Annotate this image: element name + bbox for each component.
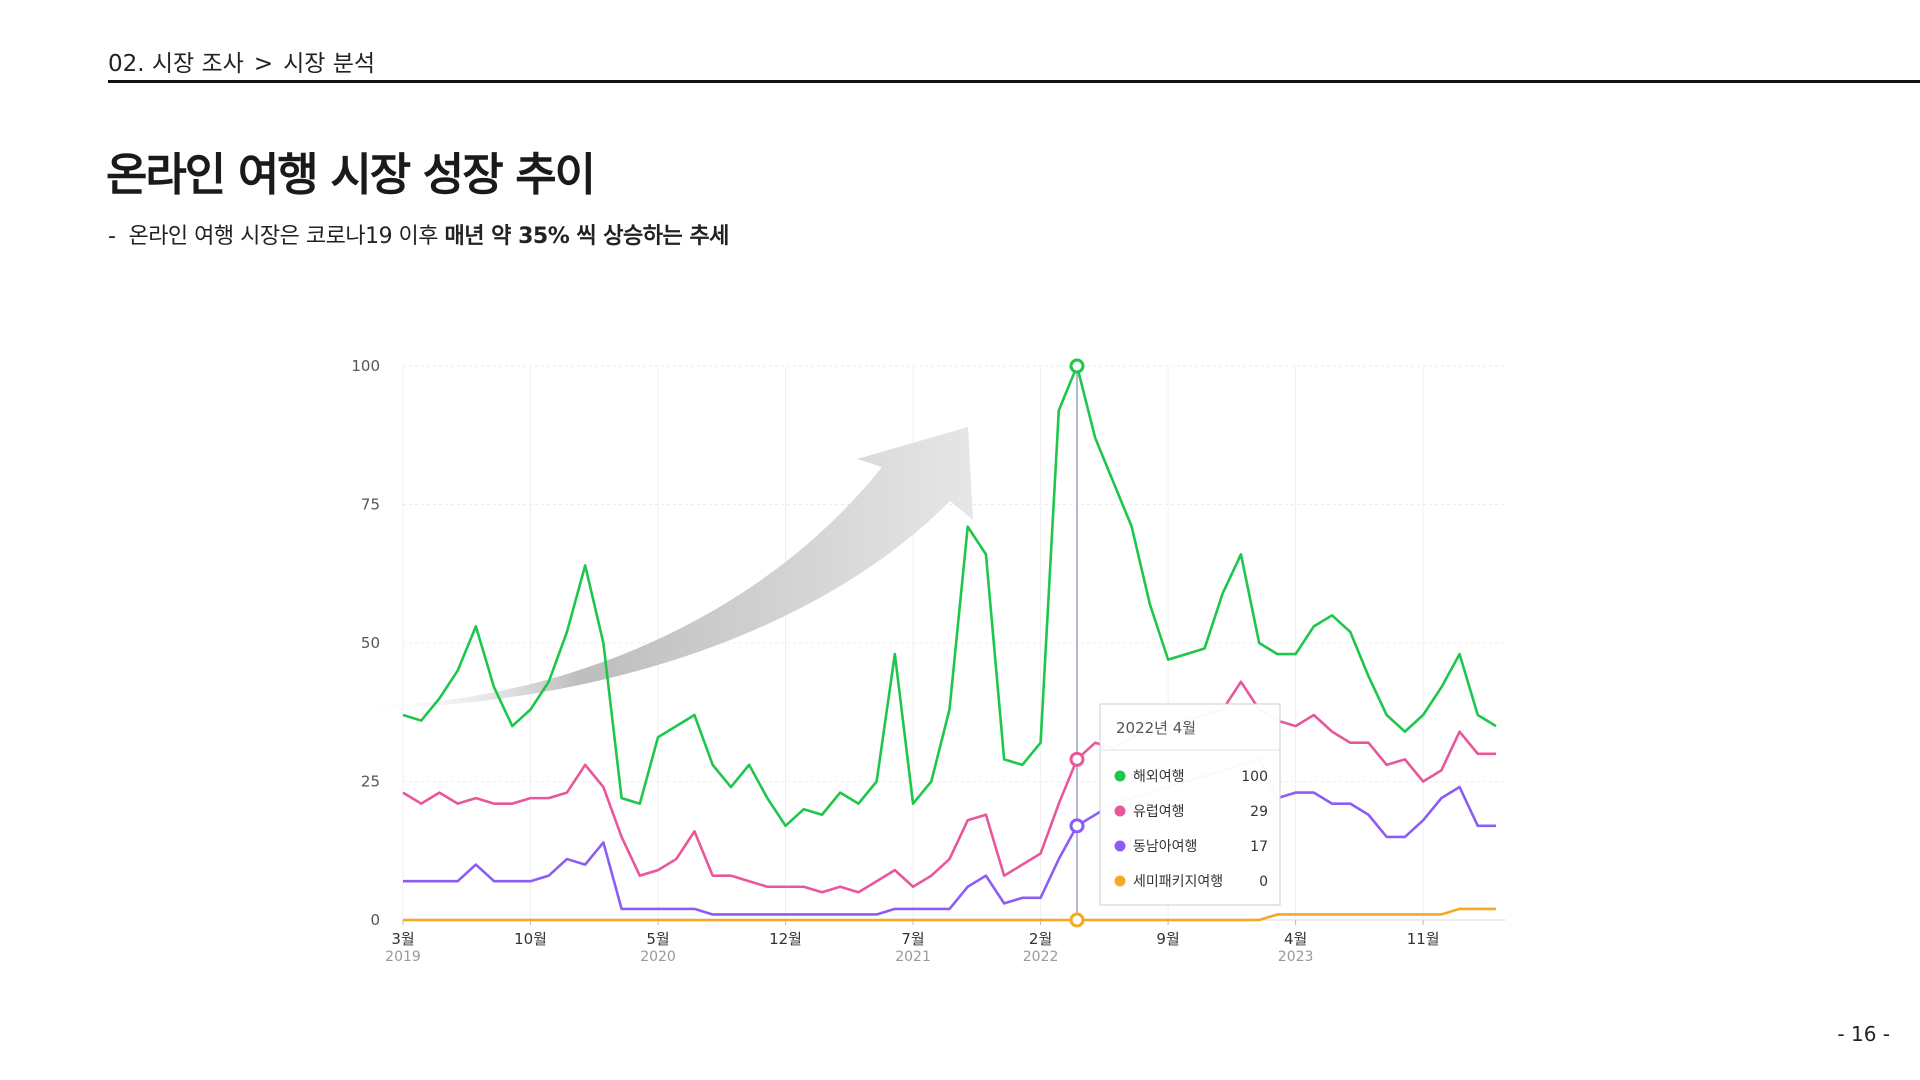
tooltip (1099, 703, 1281, 906)
x-tick-label: 9월 (1156, 930, 1179, 948)
x-tick-year: 2019 (385, 949, 421, 965)
tooltip-value: 17 (1250, 839, 1268, 855)
tooltip-name: 동남아여행 (1133, 839, 1197, 855)
series-line (403, 907, 1496, 922)
x-tick-label: 4월 (1284, 930, 1307, 948)
y-tick-label: 75 (361, 496, 380, 514)
header-rule (108, 80, 1920, 83)
x-tick-year: 2023 (1278, 949, 1314, 965)
x-tick-label: 10월 (514, 930, 547, 948)
x-tick-year: 2022 (1023, 949, 1059, 965)
y-tick-label: 50 (361, 634, 380, 652)
x-tick-label: 7월 (901, 930, 924, 948)
tooltip-swatch (1114, 840, 1126, 852)
subtitle-text: 온라인 여행 시장은 코로나19 이후 (128, 224, 439, 249)
x-tick-label: 2월 (1029, 930, 1052, 948)
series-line (402, 364, 1497, 828)
tooltip-value: 100 (1241, 769, 1268, 785)
series-line (402, 680, 1496, 894)
y-tick-label: 25 (361, 773, 380, 791)
hover-point (1069, 358, 1085, 374)
tooltip-name: 세미패키지여행 (1133, 874, 1223, 890)
growth-arrow (367, 427, 973, 709)
hover-point (1069, 818, 1085, 834)
hover-point (1069, 912, 1085, 928)
bullet: - (108, 224, 116, 249)
tooltip-value: 0 (1259, 874, 1268, 890)
x-tick-label: 12월 (769, 930, 802, 948)
x-tick-label: 3월 (391, 930, 414, 948)
page-number: - 16 - (1837, 1022, 1890, 1046)
x-tick-year: 2021 (895, 949, 931, 965)
tooltip-swatch (1114, 770, 1126, 782)
slide-title: 온라인 여행 시장 성장 추이 (106, 148, 596, 201)
hover-point (1069, 751, 1085, 767)
y-tick-label: 100 (351, 357, 380, 375)
subtitle-emphasis: 매년 약 35% 씩 상승하는 추세 (444, 224, 730, 249)
series-line (403, 758, 1496, 916)
tooltip-name: 유럽여행 (1133, 804, 1185, 820)
breadcrumb: 02. 시장 조사 > 시장 분석 (108, 44, 385, 78)
x-tick-label: 11월 (1407, 930, 1440, 948)
tooltip-swatch (1114, 875, 1126, 887)
subtitle: - 온라인 여행 시장은 코로나19 이후 매년 약 35% 씩 상승하는 추세 (108, 218, 729, 250)
y-tick-label: 0 (370, 911, 380, 929)
breadcrumb-separator: > (253, 51, 274, 77)
tooltip-title: 2022년 4월 (1116, 719, 1196, 737)
tooltip-name: 해외여행 (1133, 769, 1185, 785)
breadcrumb-item[interactable]: 시장 분석 (283, 51, 376, 77)
tooltip-swatch (1114, 805, 1126, 817)
x-tick-year: 2020 (640, 949, 676, 965)
breadcrumb-item[interactable]: 02. 시장 조사 (108, 51, 244, 77)
x-tick-label: 5월 (646, 930, 669, 948)
tooltip-value: 29 (1250, 804, 1268, 820)
